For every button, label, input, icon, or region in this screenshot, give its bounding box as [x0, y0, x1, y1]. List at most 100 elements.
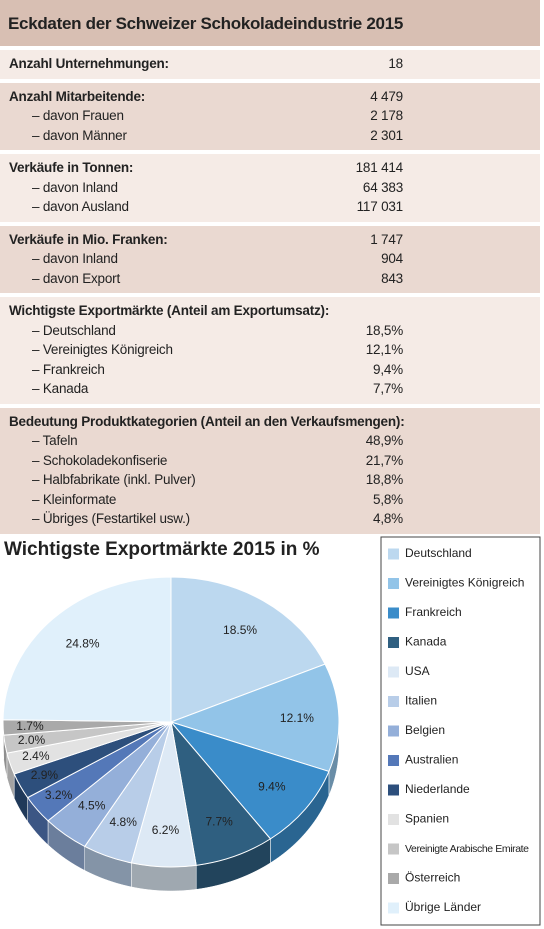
table-section: Bedeutung Produktkategorien (Anteil an d… — [0, 407, 540, 534]
row-value: 48,9% — [365, 433, 403, 448]
legend-label: Vereinigte Arabische Emirate — [405, 843, 529, 855]
legend-swatch — [388, 607, 399, 619]
legend-label: Österreich — [405, 871, 460, 885]
row-value: 12,1% — [365, 342, 403, 357]
row-value: 843 — [381, 270, 403, 286]
legend-swatch — [388, 696, 399, 707]
legend-label: Frankreich — [405, 605, 462, 619]
legend-swatch — [388, 578, 399, 589]
slice-label: 1.7% — [16, 719, 44, 733]
section-heading-row: Wichtigste Exportmärkte (Anteil am Expor… — [0, 301, 540, 321]
slice-label: 12.1% — [280, 711, 314, 725]
section-heading-row: Anzahl Mitarbeitende: 4 479 — [0, 87, 540, 107]
row-value: 18,5% — [365, 322, 403, 338]
pie-slice — [169, 721, 330, 840]
legend-label: Vereinigtes Königreich — [405, 576, 524, 590]
legend-label: Kanada — [405, 635, 447, 649]
row-value: 4 479 — [370, 88, 403, 104]
slice-label: 2.0% — [18, 733, 46, 747]
table-section: Wichtigste Exportmärkte (Anteil am Expor… — [0, 297, 540, 404]
row-label: – Frankreich — [32, 361, 105, 377]
row-label: Bedeutung Produktkategorien (Anteil an d… — [9, 413, 405, 429]
table-section: Anzahl Mitarbeitende: 4 479 – davon Frauen… — [0, 82, 540, 150]
legend-swatch — [388, 637, 399, 648]
table-row: – davon Männer 2 301 — [0, 126, 540, 146]
table-row: – davon Ausland 117 031 — [0, 197, 540, 217]
table-title: Eckdaten der Schweizer Schokoladeindustr… — [0, 0, 540, 46]
legend-label: Niederlande — [405, 782, 470, 796]
row-label: – Vereinigtes Königreich — [32, 342, 173, 357]
table-row: – davon Export 843 — [0, 269, 540, 289]
table-section: Verkäufe in Mio. Franken: 1 747 – davon In… — [0, 225, 540, 293]
row-value: 2 178 — [370, 108, 403, 123]
row-value: 1 747 — [370, 231, 403, 247]
row-label: – davon Frauen — [32, 108, 124, 123]
pie-slice — [2, 576, 172, 723]
pie-tops — [2, 576, 340, 868]
legend-swatch — [388, 755, 399, 766]
legend-label: Italien — [405, 694, 437, 708]
slice-label: 18.5% — [223, 623, 257, 637]
legend-swatch — [388, 784, 399, 796]
row-value: 18,8% — [365, 472, 403, 487]
pie-slice — [170, 576, 326, 723]
table-section: Anzahl Unternehmungen: 18 — [0, 50, 540, 79]
row-label: Verkäufe in Mio. Franken: — [9, 231, 168, 247]
legend-swatch — [388, 725, 399, 737]
table-row: – davon Inland 904 — [0, 249, 540, 269]
row-label: – davon Export — [32, 270, 121, 286]
row-value: 21,7% — [365, 452, 403, 468]
row-value: 18 — [388, 56, 403, 71]
row-value: 117 031 — [356, 199, 404, 214]
section-heading-row: Bedeutung Produktkategorien (Anteil an d… — [0, 412, 540, 432]
legend-swatch — [388, 814, 399, 825]
legend-swatch — [388, 902, 399, 914]
row-value: 4,8% — [373, 511, 403, 526]
row-label: – Halbfabrikate (inkl. Pulver) — [32, 472, 196, 487]
row-label: – Deutschland — [32, 322, 116, 338]
row-value: 7,7% — [373, 381, 403, 396]
legend-swatch — [388, 666, 399, 678]
legend-label: Spanien — [405, 812, 449, 826]
legend-label: Übrige Länder — [405, 900, 481, 914]
legend-swatch — [388, 873, 399, 884]
slice-label: 4.8% — [110, 815, 138, 829]
row-label: Anzahl Unternehmungen: — [9, 56, 169, 71]
table-row: – Schokoladekonfiserie 21,7% — [0, 451, 540, 471]
table-row: – Kanada 7,7% — [0, 379, 540, 399]
table-row: – Halbfabrikate (inkl. Pulver) 18,8% — [0, 470, 540, 490]
row-value: 2 301 — [370, 127, 403, 143]
slice-label: 4.5% — [78, 799, 106, 813]
row-label: – Übriges (Festartikel usw.) — [32, 511, 190, 526]
row-label: – davon Inland — [32, 179, 118, 195]
pie-sides — [2, 721, 340, 892]
table-row: – Vereinigtes Königreich 12,1% — [0, 340, 540, 360]
row-value: 64 383 — [362, 179, 403, 195]
row-value: 5,8% — [373, 491, 403, 507]
slice-label: 6.2% — [152, 823, 180, 837]
legend-swatch — [388, 843, 399, 855]
slice-label: 2.4% — [22, 749, 50, 763]
table-row: – davon Frauen 2 178 — [0, 106, 540, 126]
table-row: – Deutschland 18,5% — [0, 321, 540, 341]
table-row: – Tafeln 48,9% — [0, 431, 540, 451]
slice-label: 3.2% — [45, 788, 73, 802]
data-table: Eckdaten der Schweizer Schokoladeindustr… — [0, 0, 540, 534]
table-row: – Übriges (Festartikel usw.) 4,8% — [0, 509, 540, 529]
pie-chart: Wichtigste Exportmärkte 2015 in % 18.5% D… — [2, 536, 541, 926]
row-label: – davon Inland — [32, 251, 118, 266]
table-row: – Kleinformate 5,8% — [0, 490, 540, 510]
slice-label: 2.9% — [31, 768, 59, 782]
legend-label: Deutschland — [405, 546, 472, 560]
row-label: – Schokoladekonfiserie — [32, 452, 168, 468]
legend-box — [380, 536, 541, 926]
pie-slice — [169, 663, 340, 773]
row-label: – Kleinformate — [32, 491, 117, 507]
chart-title: Wichtigste Exportmärkte 2015 in % — [4, 539, 320, 560]
row-value: 9,4% — [373, 361, 403, 377]
slice-label: 7.7% — [205, 815, 233, 829]
row-label: – Kanada — [32, 381, 89, 396]
row-label: Verkäufe in Tonnen: — [9, 160, 134, 175]
row-value: 181 414 — [355, 160, 404, 175]
